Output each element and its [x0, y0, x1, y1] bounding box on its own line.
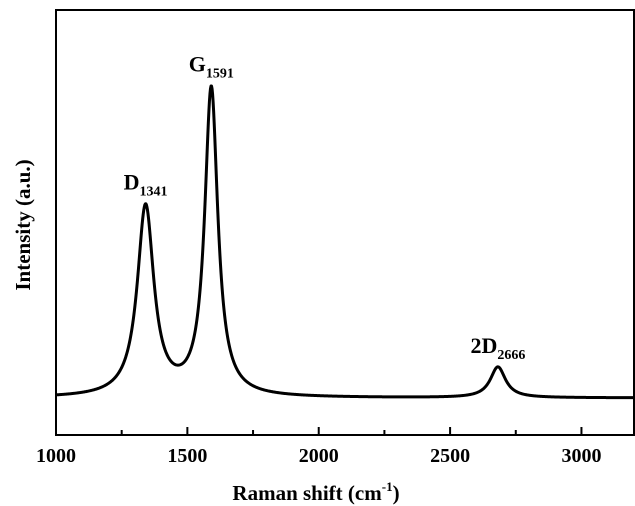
peak-label-subscript: 1591: [206, 67, 234, 82]
peak-label: G1591: [189, 52, 234, 82]
x-tick-label: 1000: [36, 445, 76, 467]
peak-label-name: G: [189, 52, 206, 77]
peak-label-name: D: [124, 170, 140, 195]
x-tick-label: 3000: [561, 445, 601, 467]
peak-label-subscript: 1341: [140, 185, 168, 200]
plot-area: [55, 9, 635, 436]
plot-border: [55, 9, 635, 436]
x-axis-label-main: Raman shift (cm: [232, 481, 382, 505]
x-axis-label: Raman shift (cm-1): [232, 479, 399, 505]
x-axis: 1000 1500 2000 2500 3000: [36, 427, 601, 467]
spectrum-series: [55, 84, 635, 400]
x-axis-label-superscript: -1: [382, 479, 393, 494]
peak-label-subscript: 2666: [497, 348, 525, 363]
spectrum-line: [55, 84, 635, 400]
peak-annotations: D1341 G1591 2D2666: [124, 52, 526, 363]
peak-label-name: 2D: [470, 333, 497, 358]
peak-label: D1341: [124, 170, 168, 200]
x-tick-label: 1500: [167, 445, 207, 467]
x-tick-label: 2500: [430, 445, 470, 467]
y-axis-label: Intensity (a.u.): [11, 159, 35, 290]
x-tick-label: 2000: [299, 445, 339, 467]
peak-label: 2D2666: [470, 333, 525, 363]
x-axis-label-close: ): [393, 481, 400, 505]
